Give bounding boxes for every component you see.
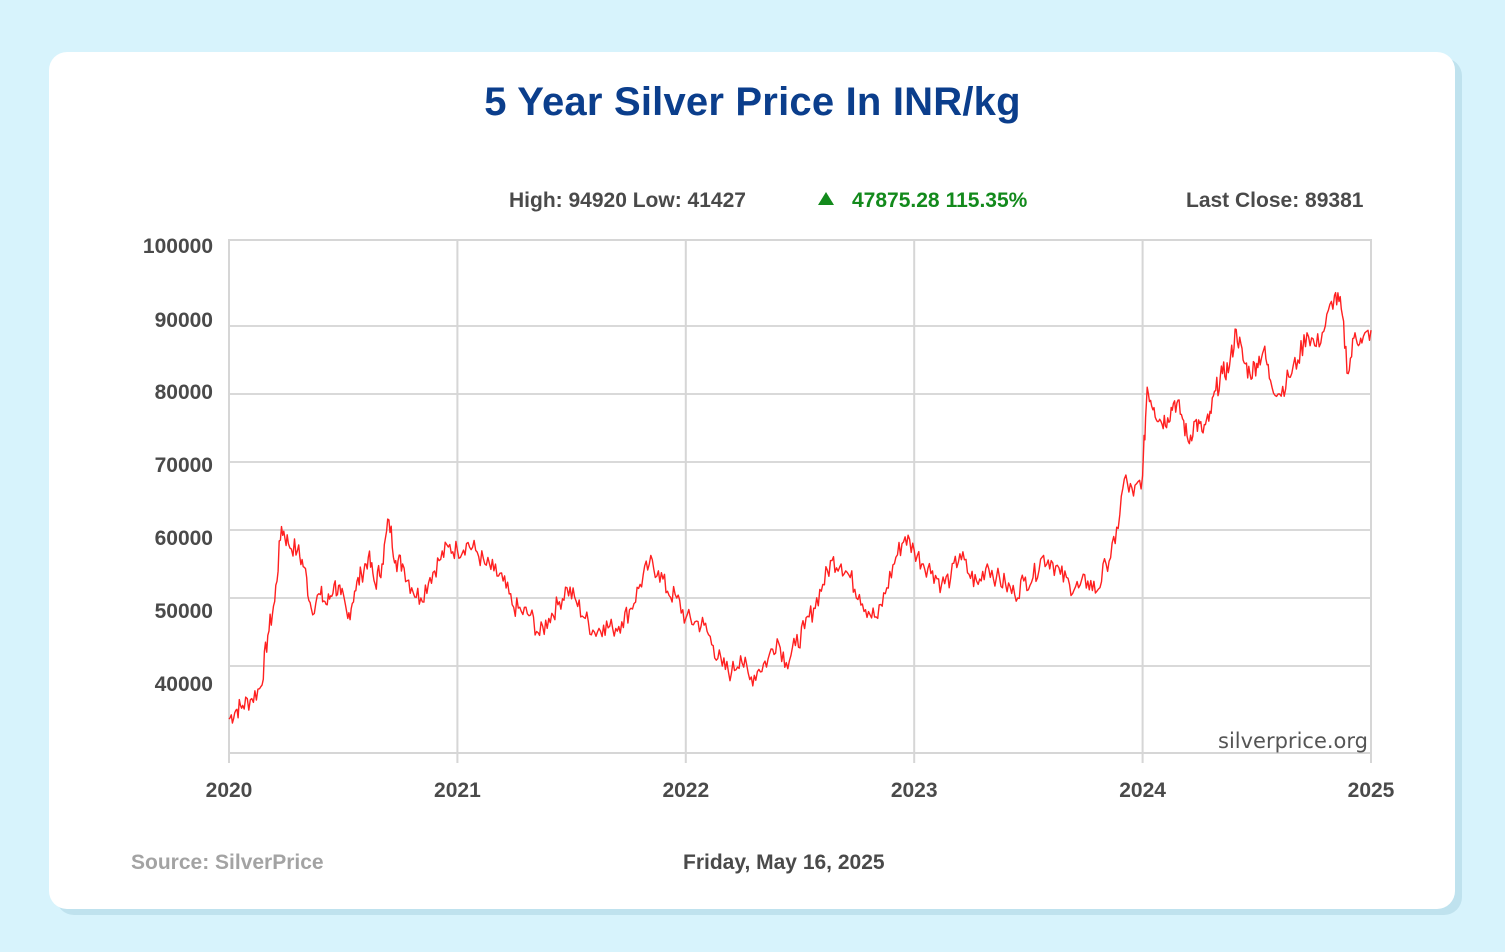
y-axis-ticks: 100000 90000 80000 70000 60000 50000 40000 [143,235,213,696]
y-tick-label: 70000 [155,454,213,477]
change-value: 47875.28 [852,189,940,212]
chart-title: 5 Year Silver Price In INR/kg [484,80,1021,124]
x-tick-label: 2023 [891,779,938,802]
date-label: Friday, May 16, 2025 [683,851,885,874]
source-label: Source: SilverPrice [131,851,324,874]
x-gridlines [228,240,1372,763]
last-close-stat: Last Close: 89381 [1186,189,1364,212]
series-group [228,291,1372,724]
y-tick-label: 60000 [155,527,213,550]
x-tick-label: 2022 [662,779,709,802]
y-tick-label: 40000 [155,673,213,696]
x-tick-label: 2021 [434,779,481,802]
chart-card [49,52,1455,909]
y-tick-label: 90000 [155,309,213,332]
y-tick-label: 100000 [143,235,213,258]
up-triangle-icon [818,192,834,205]
watermark: silverprice.org [1218,729,1368,753]
x-tick-label: 2024 [1119,779,1166,802]
y-gridlines [228,239,1372,754]
high-low-stat: High: 94920 Low: 41427 [509,189,746,212]
change-percent: 115.35% [945,189,1028,212]
y-tick-label: 50000 [155,600,213,623]
plot-frame [228,239,1372,754]
x-tick-label: 2020 [206,779,253,802]
series-line [228,291,1372,724]
x-tick-label: 2025 [1348,779,1395,802]
change-stat: 47875.28 115.35% [818,189,1027,213]
x-axis-ticks: 2020 2021 2022 2023 2024 2025 [206,779,1395,802]
y-tick-label: 80000 [155,381,213,404]
